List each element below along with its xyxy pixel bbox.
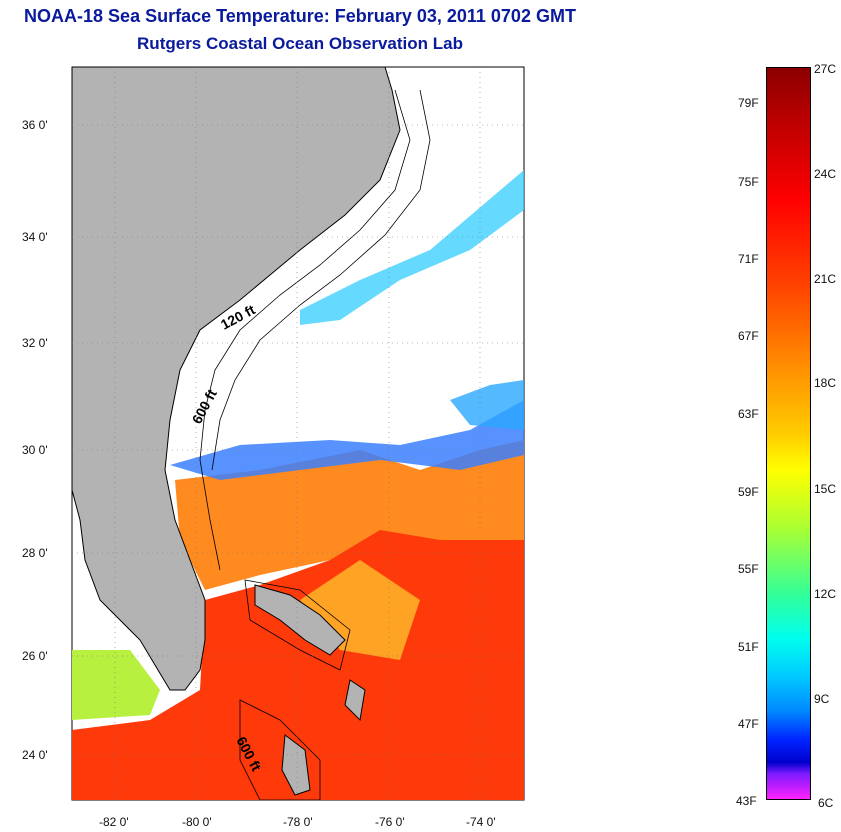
colorbar-f-71: 71F: [738, 252, 759, 266]
colorbar-f-79: 79F: [738, 96, 759, 110]
cool-water-north: [300, 170, 524, 325]
colorbar-c-18: 18C: [814, 376, 837, 390]
lat-tick-28: 28 0': [22, 546, 48, 560]
green-coastal-water: [72, 650, 160, 720]
lon-tick-78: -78 0': [283, 815, 313, 829]
colorbar-f-67: 67F: [738, 329, 759, 343]
colorbar-c-24: 24C: [814, 167, 837, 181]
orange-water-band: [175, 440, 524, 590]
colorbar-f-59: 59F: [738, 485, 759, 499]
map-title: NOAA-18 Sea Surface Temperature: Februar…: [24, 6, 576, 26]
contour-600ft: [211, 89, 431, 471]
lat-tick-34: 34 0': [22, 230, 48, 244]
colorbar-c-12: 12C: [814, 587, 837, 601]
lat-tick-30: 30 0': [22, 443, 48, 457]
colorbar-c-27: 27C: [814, 62, 837, 76]
lon-tick-80: -80 0': [182, 815, 212, 829]
colorbar-f-51: 51F: [738, 640, 759, 654]
colorbar-f-43: 43F: [736, 794, 757, 808]
bahamas-island-1: [254, 584, 346, 656]
colorbar-c-6: 6C: [818, 796, 834, 810]
cool-water-east: [450, 380, 524, 430]
colorbar-c-21: 21C: [814, 272, 837, 286]
contour-120ft: [199, 89, 411, 571]
contour-bahamas: [244, 579, 351, 671]
lon-tick-76: -76 0': [375, 815, 405, 829]
colorbar-f-47: 47F: [738, 717, 759, 731]
lat-tick-24: 24 0': [22, 748, 48, 762]
colorbar-f-63: 63F: [738, 407, 759, 421]
colorbar-c-9: 9C: [814, 692, 830, 706]
map-subtitle: Rutgers Coastal Ocean Observation Lab: [137, 34, 463, 53]
bahamas-island-3: [344, 679, 366, 722]
cool-water-band: [170, 400, 524, 480]
lat-tick-26: 26 0': [22, 649, 48, 663]
land-mainland: [71, 66, 401, 691]
lat-tick-32: 32 0': [22, 336, 48, 350]
lat-tick-36: 36 0': [22, 118, 48, 132]
bahamas-island-2: [281, 734, 311, 796]
colorbar-c-15: 15C: [814, 482, 837, 496]
colorbar-f-75: 75F: [738, 175, 759, 189]
contour-bahamas-south: [239, 699, 321, 801]
lon-tick-74: -74 0': [466, 815, 496, 829]
graticule: [72, 67, 524, 800]
lon-tick-82: -82 0': [99, 815, 129, 829]
colorbar-f-55: 55F: [738, 562, 759, 576]
warm-water-region: [72, 480, 524, 800]
temperature-colorbar: [766, 67, 811, 800]
